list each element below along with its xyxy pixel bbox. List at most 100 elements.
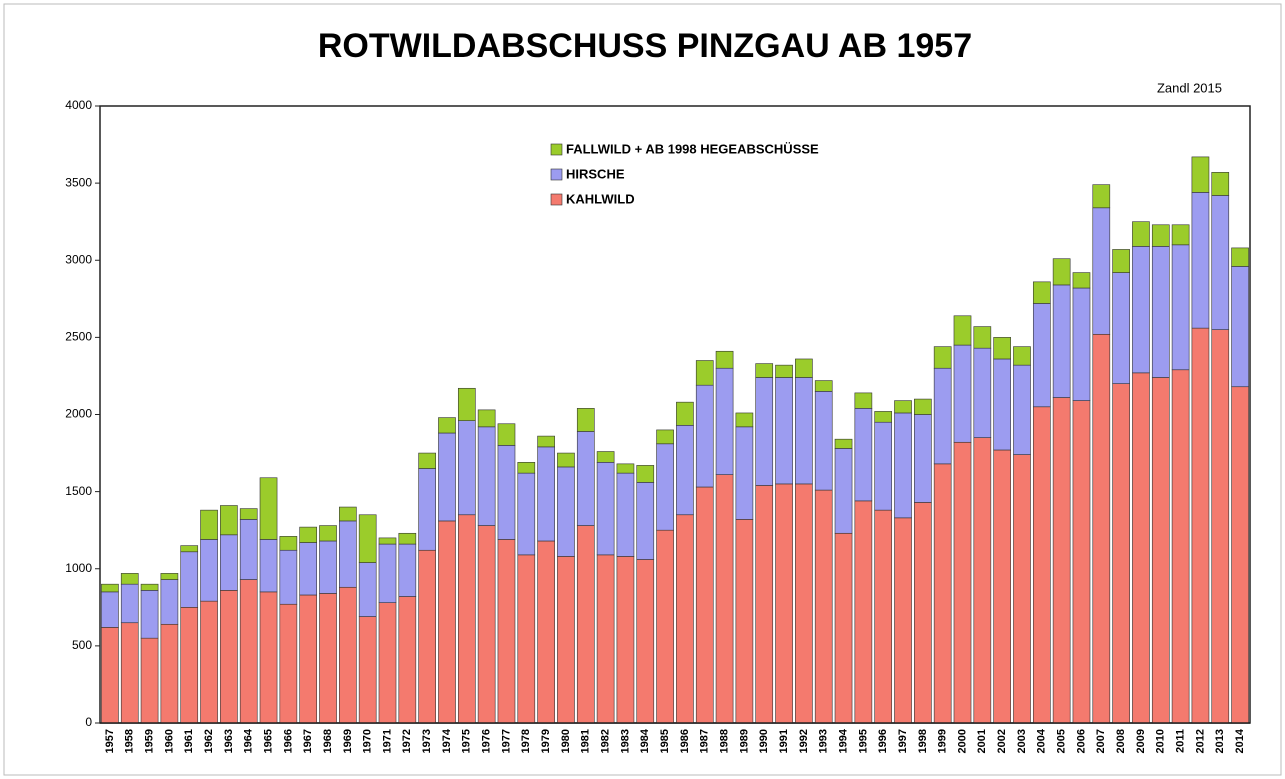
bar-segment (477, 426, 496, 526)
bar-segment (795, 358, 813, 378)
bar-segment (120, 622, 139, 724)
bar-segment (180, 551, 199, 608)
y-tick-label: 500 (72, 638, 92, 652)
bar-segment (160, 623, 179, 724)
bar-segment (1032, 406, 1051, 724)
bar-segment (140, 637, 159, 724)
x-tick-label: 1989 (738, 729, 750, 753)
bar-segment (834, 438, 853, 449)
bar-segment (200, 509, 218, 540)
bar-segment (1072, 400, 1091, 724)
bar-segment (120, 573, 139, 585)
bar-segment (120, 583, 139, 624)
bar-segment (1171, 224, 1190, 246)
x-tick-label: 1964 (243, 728, 255, 753)
bar-segment (1171, 369, 1190, 724)
x-tick-label: 2014 (1234, 728, 1246, 753)
bar-segment (477, 525, 496, 724)
bar-segment (378, 537, 397, 545)
bar-segment (299, 594, 318, 724)
bar-segment (1211, 172, 1230, 196)
bar-segment (378, 602, 397, 724)
bar-segment (735, 519, 754, 724)
x-tick-label: 2011 (1175, 729, 1187, 753)
bar-segment (953, 315, 972, 346)
x-tick-label: 1992 (798, 729, 810, 753)
bar-segment (953, 441, 972, 724)
x-tick-label: 1969 (342, 729, 354, 753)
bar-segment (418, 452, 436, 469)
x-tick-label: 1990 (758, 729, 770, 753)
bar-segment (1191, 327, 1210, 724)
bar-segment (715, 350, 734, 369)
x-tick-label: 2012 (1194, 729, 1206, 753)
x-tick-label: 1958 (124, 729, 136, 753)
bar-segment (339, 520, 357, 588)
bar-segment (894, 517, 912, 724)
bar-segment (398, 543, 417, 597)
bar-segment (101, 627, 119, 724)
bar-segment (656, 529, 674, 724)
bar-segment (319, 540, 337, 594)
x-tick-label: 2004 (1036, 728, 1048, 753)
annotation: Zandl 2015 (1157, 80, 1222, 95)
bar-segment (695, 384, 714, 488)
x-tick-label: 1977 (500, 729, 512, 753)
bar-segment (259, 539, 278, 593)
legend-label: FALLWILD + AB 1998 HEGEABSCHÜSSE (566, 141, 819, 156)
bar-segment (180, 545, 199, 553)
bar-segment (1032, 281, 1051, 304)
bar-segment (101, 591, 119, 628)
bar-segment (537, 540, 555, 724)
bar-segment (438, 417, 456, 434)
bar-segment (438, 520, 456, 724)
bar-segment (1052, 258, 1071, 286)
bar-segment (339, 506, 357, 522)
bar-segment (656, 429, 674, 445)
bar-segment (834, 532, 853, 724)
bar-segment (497, 445, 516, 540)
bar-segment (1151, 224, 1170, 247)
bar-segment (874, 421, 893, 511)
x-tick-label: 1991 (778, 729, 790, 753)
bar-segment (616, 556, 635, 724)
y-tick-label: 1500 (65, 484, 92, 498)
frame (3, 3, 1282, 776)
x-tick-label: 2002 (996, 729, 1008, 753)
bar-segment (358, 616, 377, 724)
bar-segment (1072, 272, 1091, 289)
x-tick-label: 2010 (1155, 729, 1167, 753)
bar-segment (200, 600, 218, 724)
x-tick-label: 2007 (1095, 729, 1107, 753)
bar-segment (497, 423, 516, 446)
x-tick-label: 1979 (540, 729, 552, 753)
x-tick-label: 2008 (1115, 729, 1127, 753)
x-tick-label: 2001 (976, 729, 988, 753)
bar-segment (814, 489, 833, 724)
x-tick-label: 1963 (223, 729, 235, 753)
bar-segment (1013, 346, 1031, 366)
bar-segment (239, 519, 258, 580)
x-tick-label: 1994 (837, 728, 849, 753)
bar-segment (279, 549, 298, 605)
bar-segment (517, 472, 536, 556)
bar-segment (1072, 287, 1091, 401)
bar-segment (576, 431, 595, 526)
x-tick-label: 1960 (163, 729, 175, 753)
bar-segment (299, 526, 318, 543)
x-tick-label: 1970 (362, 729, 374, 753)
bar-segment (933, 346, 952, 369)
x-tick-label: 1998 (917, 729, 929, 753)
x-tick-label: 1968 (322, 729, 334, 753)
x-tick-label: 1957 (104, 729, 116, 753)
bar-segment (1231, 266, 1249, 388)
bar-segment (775, 483, 793, 724)
legend-label: HIRSCHE (566, 166, 625, 181)
bar-segment (874, 411, 893, 423)
y-tick-label: 2000 (65, 407, 92, 421)
y-tick-label: 3000 (65, 252, 92, 266)
x-tick-label: 1981 (580, 729, 592, 753)
bar-segment (1052, 397, 1071, 724)
bar-segment (616, 463, 635, 474)
